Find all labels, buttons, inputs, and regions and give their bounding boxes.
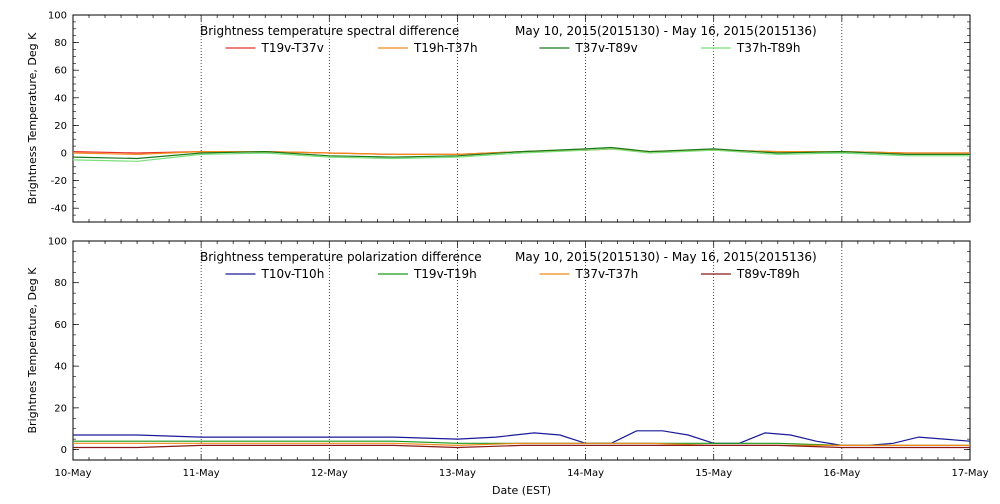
legend-label: T89v-T89h — [736, 267, 800, 281]
series-line — [73, 442, 970, 447]
y-tick-label: 60 — [54, 66, 67, 77]
y-tick-label: 0 — [61, 445, 67, 456]
legend-label: T37v-T37h — [574, 267, 638, 281]
x-tick-label: 15-May — [695, 468, 732, 479]
series-line — [72, 148, 970, 156]
y-tick-label: 100 — [48, 237, 67, 248]
y-axis-label: Brightnes Temperature, Deg K — [26, 267, 39, 434]
plot-frame-2 — [72, 240, 971, 461]
y-tick-label: 40 — [54, 362, 67, 373]
chart-title-right: May 10, 2015(2015130) - May 16, 2015(201… — [515, 24, 817, 38]
x-tick-label: 12-May — [311, 468, 348, 479]
chart-title-left: Brightness temperature spectral differen… — [200, 24, 459, 38]
legend-label: T10v-T10h — [260, 267, 324, 281]
x-axis-label: Date (EST) — [492, 484, 551, 497]
x-tick-label: 16-May — [823, 468, 860, 479]
x-tick-label: 14-May — [567, 468, 604, 479]
y-axis-label: Brightness Temperature, Deg K — [26, 32, 39, 204]
y-tick-label: 100 — [48, 11, 67, 22]
y-tick-label: 20 — [54, 121, 67, 132]
y-tick-label: 0 — [61, 149, 67, 160]
y-tick-label: -20 — [51, 176, 67, 187]
series-line — [73, 444, 970, 449]
y-tick-label: 80 — [54, 278, 67, 289]
x-tick-label: 10-May — [54, 468, 91, 479]
legend-label: T37h-T89h — [736, 41, 801, 55]
chart-title-right: May 10, 2015(2015130) - May 16, 2015(201… — [515, 250, 817, 264]
series-line — [72, 146, 970, 160]
y-tick-label: 80 — [54, 38, 67, 49]
plot-frame-1 — [72, 14, 971, 223]
legend-label: T19h-T37h — [413, 41, 478, 55]
y-tick-label: -40 — [51, 204, 67, 215]
legend-label: T37v-T89v — [574, 41, 637, 55]
legend-label: T19v-T37v — [260, 41, 323, 55]
legend-label: T19v-T19h — [413, 267, 477, 281]
y-tick-label: 40 — [54, 93, 67, 104]
x-tick-label: 17-May — [951, 468, 988, 479]
chart-title-left: Brightness temperature polarization diff… — [200, 250, 482, 264]
series-line — [72, 148, 970, 162]
y-tick-label: 60 — [54, 320, 67, 331]
x-tick-label: 11-May — [183, 468, 220, 479]
y-tick-label: 20 — [54, 403, 67, 414]
x-tick-label: 13-May — [439, 468, 476, 479]
